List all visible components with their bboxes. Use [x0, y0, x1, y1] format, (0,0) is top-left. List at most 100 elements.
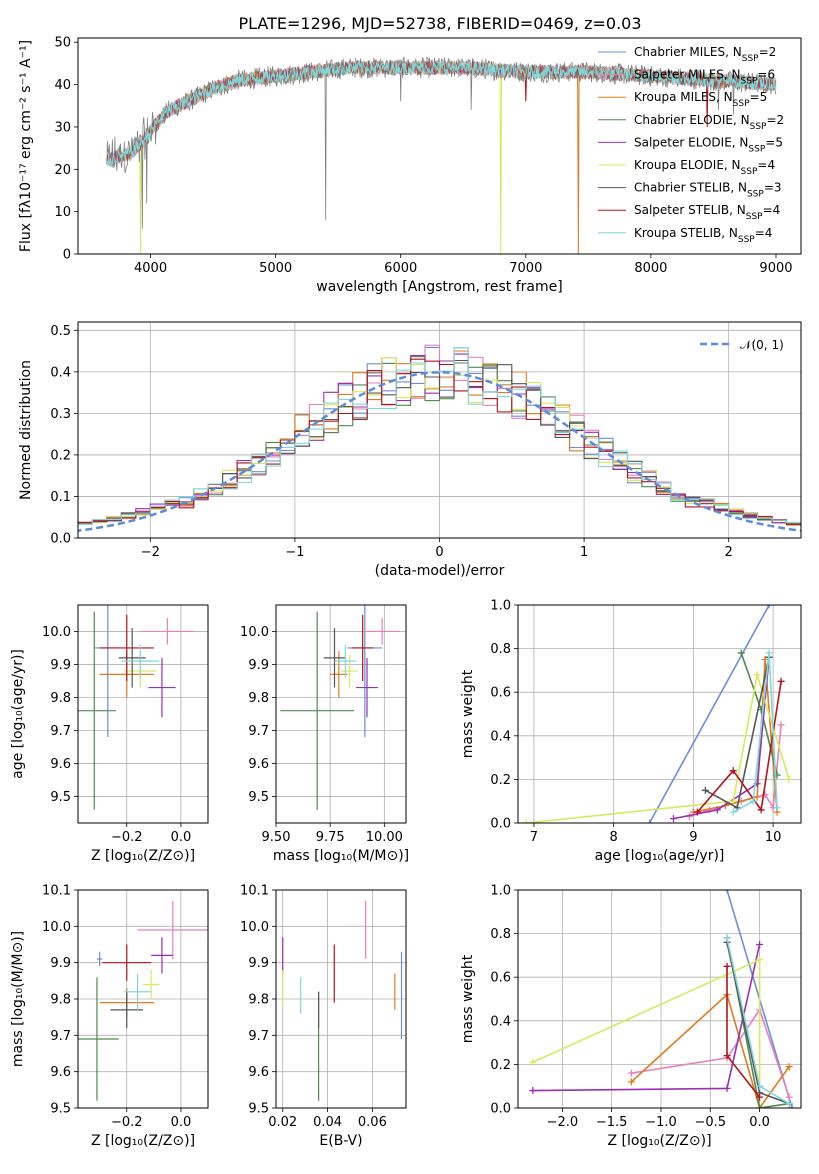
legend-label: Kroupa MILES, NSSP=5: [634, 90, 767, 109]
axes-frame: [518, 890, 801, 1108]
y-tick-label: 0.3: [50, 407, 71, 422]
y-tick-label: 9.8: [248, 691, 269, 706]
x-tick-label: 1: [580, 545, 588, 560]
axes-frame: [518, 605, 801, 823]
grid-lines: [518, 890, 801, 1108]
legend-label: Salpeter ELODIE, NSSP=5: [634, 135, 783, 154]
weight-marker: [774, 804, 781, 811]
weight-series-line: [674, 657, 770, 818]
weight-marker: [778, 678, 785, 685]
plot-area: [75, 901, 208, 1101]
x-tick-label: −1: [285, 545, 304, 560]
y-tick-label: 0.6: [490, 971, 511, 986]
y-axis-label: mass [log₁₀(M/M⊙)]: [10, 931, 26, 1067]
y-tick-label: 9.7: [248, 724, 269, 739]
x-tick-label: 9: [689, 830, 697, 845]
legend-label: Kroupa ELODIE, NSSP=4: [634, 158, 775, 177]
x-axis-label: mass [log₁₀(M/M⊙)]: [273, 848, 409, 864]
y-tick-label: 0: [63, 248, 71, 263]
y-tick-label: 1.0: [490, 599, 511, 614]
legend-label: Chabrier STELIB, NSSP=3: [634, 181, 782, 200]
x-tick-label: 9.50: [262, 830, 291, 845]
x-tick-label: −0.5: [694, 1115, 726, 1130]
x-axis-label: Z [log₁₀(Z/Z⊙)]: [91, 1133, 195, 1149]
y-tick-label: 0.0: [490, 817, 511, 832]
x-tick-label: 0.02: [268, 1115, 297, 1130]
x-axis-label: wavelength [Angstrom, rest frame]: [316, 279, 562, 295]
legend-label: Kroupa STELIB, NSSP=4: [634, 226, 772, 245]
weight-marker: [670, 815, 677, 822]
y-tick-label: 0.6: [490, 686, 511, 701]
weight-marker: [724, 1085, 731, 1092]
y-axis-label: mass weight: [460, 954, 476, 1043]
weight-marker: [766, 649, 773, 656]
x-tick-label: −0.2: [111, 1115, 143, 1130]
weight-series-line: [650, 605, 770, 823]
plot-area: [529, 887, 795, 1112]
y-axis-label: Flux [fλ10⁻¹⁷ erg cm⁻² s⁻¹ A⁻¹]: [18, 40, 34, 252]
y-tick-label: 9.5: [248, 1102, 269, 1117]
weight-marker: [754, 671, 761, 678]
y-tick-label: 9.8: [248, 993, 269, 1008]
gaussian-legend-label: 𝒩(0, 1): [740, 338, 784, 352]
y-axis-label: Normed distribution: [18, 360, 34, 500]
x-tick-label: 8000: [634, 261, 667, 276]
weight-marker: [786, 1094, 793, 1101]
y-tick-label: 9.9: [50, 956, 71, 971]
weight-marker: [756, 941, 763, 948]
plot-area: [73, 559, 195, 810]
weight-marker: [724, 934, 731, 941]
weight-marker: [724, 963, 731, 970]
x-tick-label: 10: [765, 830, 782, 845]
legend-label: Chabrier MILES, NSSP=2: [634, 45, 776, 64]
x-tick-label: 8: [610, 830, 618, 845]
y-tick-label: 9.5: [248, 790, 269, 805]
y-tick-label: 0.2: [490, 773, 511, 788]
x-tick-label: 0.06: [358, 1115, 387, 1130]
y-tick-label: 0.4: [490, 1014, 511, 1029]
y-tick-label: 0.5: [50, 324, 71, 339]
y-tick-label: 10.0: [42, 920, 71, 935]
y-tick-label: 10: [54, 205, 71, 220]
x-tick-label: 0.0: [171, 830, 192, 845]
x-tick-label: 0.04: [313, 1115, 342, 1130]
y-tick-label: 9.9: [248, 956, 269, 971]
plot-area: [107, 57, 776, 254]
x-axis-label: age [log₁₀(age/yr)]: [595, 848, 725, 864]
y-tick-label: 30: [54, 120, 71, 135]
plot-area: [283, 901, 402, 1101]
legend-label: Chabrier ELODIE, NSSP=2: [634, 113, 784, 132]
y-tick-label: 10.1: [42, 884, 71, 899]
y-tick-label: 9.6: [50, 1065, 71, 1080]
y-tick-label: 9.6: [50, 757, 71, 772]
figure-title: PLATE=1296, MJD=52738, FIBERID=0469, z=0…: [238, 14, 641, 33]
y-tick-label: 40: [54, 78, 71, 93]
y-tick-label: 9.7: [50, 724, 71, 739]
y-tick-label: 10.1: [240, 884, 269, 899]
weight-marker: [786, 776, 793, 783]
grid-lines: [276, 890, 406, 1108]
axes-frame: [78, 605, 208, 823]
x-tick-label: 0.0: [749, 1115, 770, 1130]
y-tick-label: 9.5: [50, 790, 71, 805]
y-tick-label: 10.0: [240, 920, 269, 935]
y-tick-label: 9.9: [50, 658, 71, 673]
grid-lines: [78, 605, 208, 823]
model-spike: [578, 72, 580, 254]
grid-lines: [276, 605, 406, 823]
x-tick-label: 7000: [509, 261, 542, 276]
legend-label: Salpeter STELIB, NSSP=4: [634, 203, 780, 222]
y-tick-label: 9.8: [50, 691, 71, 706]
y-tick-label: 0.0: [50, 532, 71, 547]
y-tick-label: 0.8: [490, 927, 511, 942]
grid-lines: [518, 605, 801, 823]
y-tick-label: 10.0: [42, 625, 71, 640]
y-tick-label: 0.8: [490, 642, 511, 657]
